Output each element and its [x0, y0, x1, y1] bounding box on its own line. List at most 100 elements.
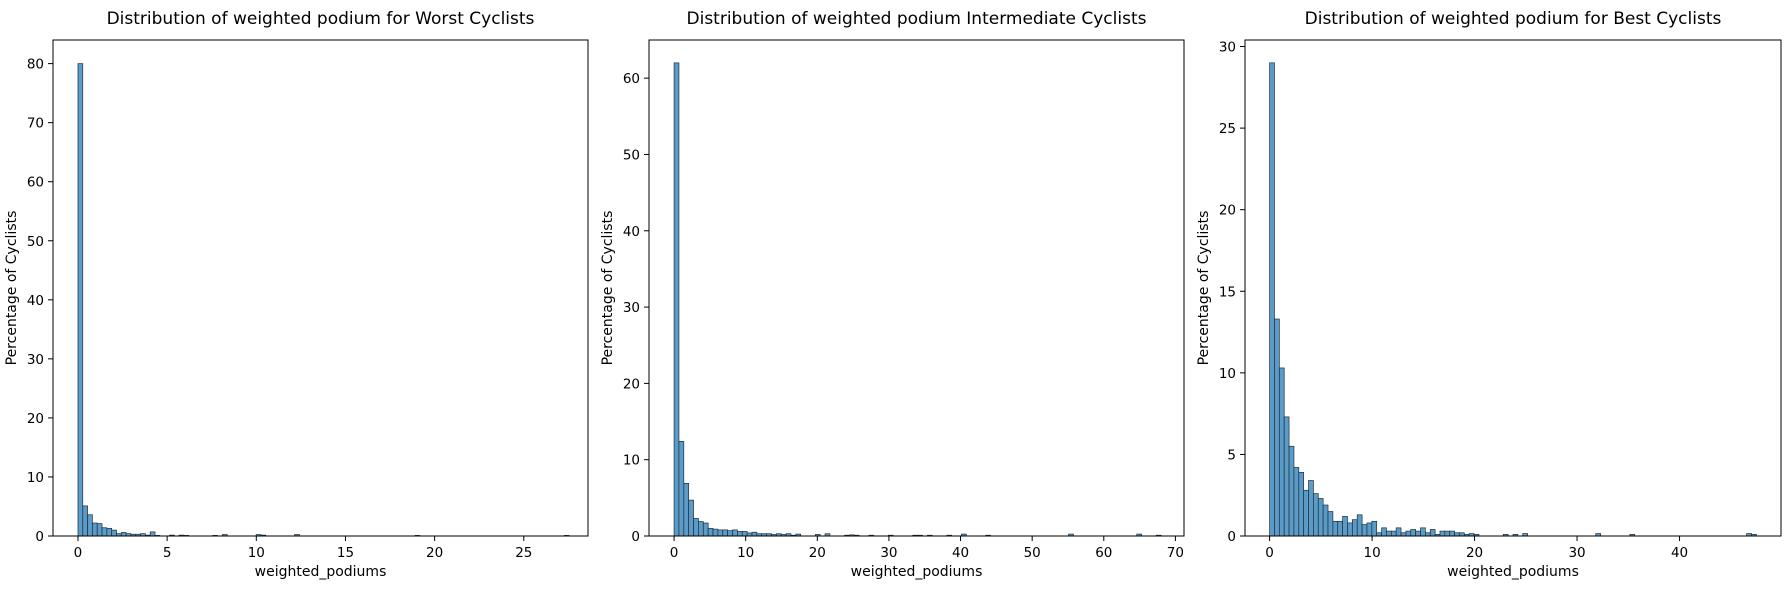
histogram-bar — [1347, 522, 1353, 537]
y-axis-label: Percentage of Cyclists — [4, 211, 20, 366]
histogram-bar — [688, 499, 694, 537]
histogram-bar — [683, 482, 690, 537]
histogram-panel-worst: 0 5 10 15 20 25 0 10 20 30 40 50 60 70 80 Distribution … — [4, 9, 589, 580]
y-tick-label: 20 — [27, 411, 44, 427]
y-tick-label: 15 — [1219, 284, 1236, 300]
x-tick-label: 10 — [248, 545, 265, 561]
y-tick-label: 50 — [27, 234, 44, 250]
histogram-bar — [149, 531, 156, 537]
chart-title: Distribution of weighted podium Intermed… — [687, 9, 1147, 29]
histogram-bar — [751, 531, 758, 537]
histogram-bar — [717, 529, 724, 537]
x-tick-label: 0 — [1265, 545, 1274, 561]
histogram-bar — [1293, 467, 1300, 537]
y-tick-label: 70 — [27, 116, 44, 132]
histogram-bar — [1415, 530, 1421, 537]
histogram-bar — [1449, 530, 1455, 537]
histogram-bars — [1269, 62, 1757, 537]
histogram-bar — [111, 529, 117, 537]
histogram-bar — [1288, 445, 1295, 537]
y-tick-label: 10 — [1219, 366, 1236, 382]
x-tick-label: 5 — [163, 545, 172, 561]
histogram-bar — [1313, 493, 1319, 537]
histogram-bar — [1303, 489, 1309, 537]
y-tick-label: 60 — [27, 175, 44, 191]
histogram-bar — [106, 527, 113, 537]
chart-title: Distribution of weighted podium for Best… — [1305, 9, 1722, 29]
histogram-bar — [1342, 516, 1348, 537]
histogram-panel-intermediate: 0 10 20 30 40 50 60 70 0 10 20 30 40 50 60 Distribution… — [600, 9, 1185, 580]
histogram-bar — [1390, 530, 1397, 537]
histogram-bar — [1444, 530, 1451, 537]
x-tick-label: 10 — [737, 545, 754, 561]
x-tick-label: 20 — [1466, 545, 1483, 561]
histogram-bar — [678, 441, 685, 537]
x-tick-label: 50 — [1024, 545, 1041, 561]
x-tick-label: 40 — [1671, 545, 1688, 561]
histogram-bar — [82, 505, 88, 537]
histogram-bar — [101, 527, 108, 537]
y-tick-label: 0 — [35, 529, 44, 545]
histogram-bar — [96, 523, 103, 537]
x-axis-label: weighted_podiums — [1447, 564, 1579, 580]
histogram-bar — [722, 529, 728, 537]
histogram-bar — [1283, 416, 1290, 537]
histogram-bar — [87, 514, 93, 537]
x-tick-label: 60 — [1095, 545, 1112, 561]
histogram-bar — [1308, 480, 1314, 537]
histogram-bars — [77, 63, 570, 537]
histogram-bar — [1371, 520, 1378, 537]
y-tick-label: 20 — [623, 376, 640, 392]
histogram-bar — [1317, 498, 1324, 537]
histogram-bar — [732, 529, 738, 537]
histogram-bar — [1332, 520, 1339, 537]
x-tick-label: 30 — [1568, 545, 1585, 561]
x-tick-label: 25 — [515, 545, 532, 561]
x-tick-label: 30 — [880, 545, 897, 561]
x-tick-label: 0 — [74, 545, 83, 561]
histogram-panel-best: 0 10 20 30 40 0 5 10 15 20 25 30 Distribution of wei… — [1196, 9, 1782, 580]
y-tick-label: 5 — [1227, 447, 1236, 463]
histogram-bar — [92, 522, 98, 537]
histogram-bar — [702, 522, 709, 537]
x-tick-label: 20 — [426, 545, 443, 561]
histogram-bar — [693, 518, 699, 537]
x-tick-label: 40 — [952, 545, 969, 561]
y-tick-label: 0 — [631, 529, 640, 545]
histogram-bar — [1366, 522, 1373, 537]
histogram-bar — [707, 528, 714, 537]
histogram-bar — [1429, 529, 1436, 537]
x-tick-label: 15 — [337, 545, 354, 561]
histogram-bar — [1274, 318, 1280, 537]
chart-title: Distribution of weighted podium for Wors… — [107, 9, 535, 29]
y-axis-label: Percentage of Cyclists — [1196, 211, 1212, 366]
axes-frame — [52, 39, 589, 537]
y-tick-label: 30 — [1219, 40, 1236, 56]
y-tick-label: 30 — [27, 352, 44, 368]
y-axis-label: Percentage of Cyclists — [600, 211, 616, 366]
y-tick-label: 10 — [623, 453, 640, 469]
histogram-bar — [1322, 504, 1329, 537]
histogram-bar — [1381, 527, 1387, 537]
y-tick-label: 40 — [623, 224, 640, 240]
histogram-bar — [1395, 527, 1402, 537]
x-tick-label: 70 — [1167, 545, 1184, 561]
histogram-bar — [673, 62, 680, 537]
y-tick-label: 50 — [623, 147, 640, 163]
y-tick-label: 25 — [1219, 121, 1236, 137]
histogram-bar — [1405, 530, 1412, 537]
histogram-bar — [1356, 514, 1363, 537]
histogram-bar — [1420, 527, 1426, 537]
histogram-bars — [673, 62, 1162, 537]
histogram-bar — [1269, 62, 1275, 537]
axes-frame — [648, 39, 1185, 537]
y-tick-label: 60 — [623, 71, 640, 87]
y-tick-label: 80 — [27, 57, 44, 73]
y-tick-label: 40 — [27, 293, 44, 309]
y-tick-label: 30 — [623, 300, 640, 316]
y-tick-label: 10 — [27, 470, 44, 486]
x-tick-label: 0 — [670, 545, 679, 561]
histogram-bar — [741, 531, 748, 537]
histogram-bar — [1410, 529, 1416, 537]
